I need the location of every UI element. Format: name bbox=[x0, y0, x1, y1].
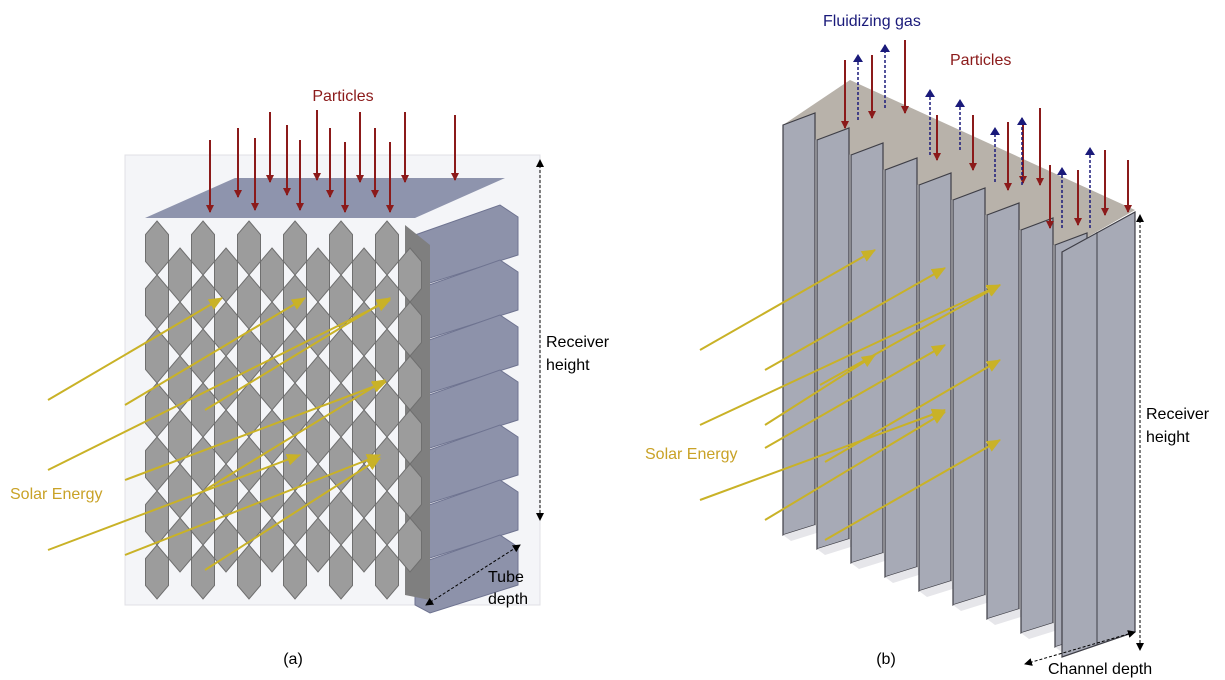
panel-label: (a) bbox=[283, 651, 303, 668]
figure: Particles Solar Energy Receiver height T… bbox=[0, 0, 1225, 680]
channel-plate bbox=[783, 113, 815, 535]
panel-label: (b) bbox=[876, 651, 896, 668]
tube-depth-label: depth bbox=[488, 591, 528, 608]
channel-plate bbox=[953, 188, 985, 605]
fluidizing-gas-label: Fluidizing gas bbox=[823, 13, 921, 30]
channel-plate bbox=[1062, 212, 1135, 657]
receiver-height-label: Receiver bbox=[1146, 406, 1210, 423]
receiver-height-label: height bbox=[546, 357, 590, 374]
channel-plate bbox=[885, 158, 917, 577]
channel-plate bbox=[919, 173, 951, 591]
channel-depth-label: Channel depth bbox=[1048, 661, 1152, 678]
receiver-height-label: height bbox=[1146, 429, 1190, 446]
channel-plate bbox=[1021, 218, 1053, 633]
solar-energy-label: Solar Energy bbox=[645, 446, 738, 463]
solar-energy-label: Solar Energy bbox=[10, 486, 103, 503]
particles-label: Particles bbox=[312, 88, 373, 105]
drawing bbox=[48, 40, 1140, 664]
tube-depth-label: Tube bbox=[488, 569, 524, 586]
channel-plate bbox=[987, 203, 1019, 619]
particles-label: Particles bbox=[950, 52, 1011, 69]
receiver-height-label: Receiver bbox=[546, 334, 610, 351]
